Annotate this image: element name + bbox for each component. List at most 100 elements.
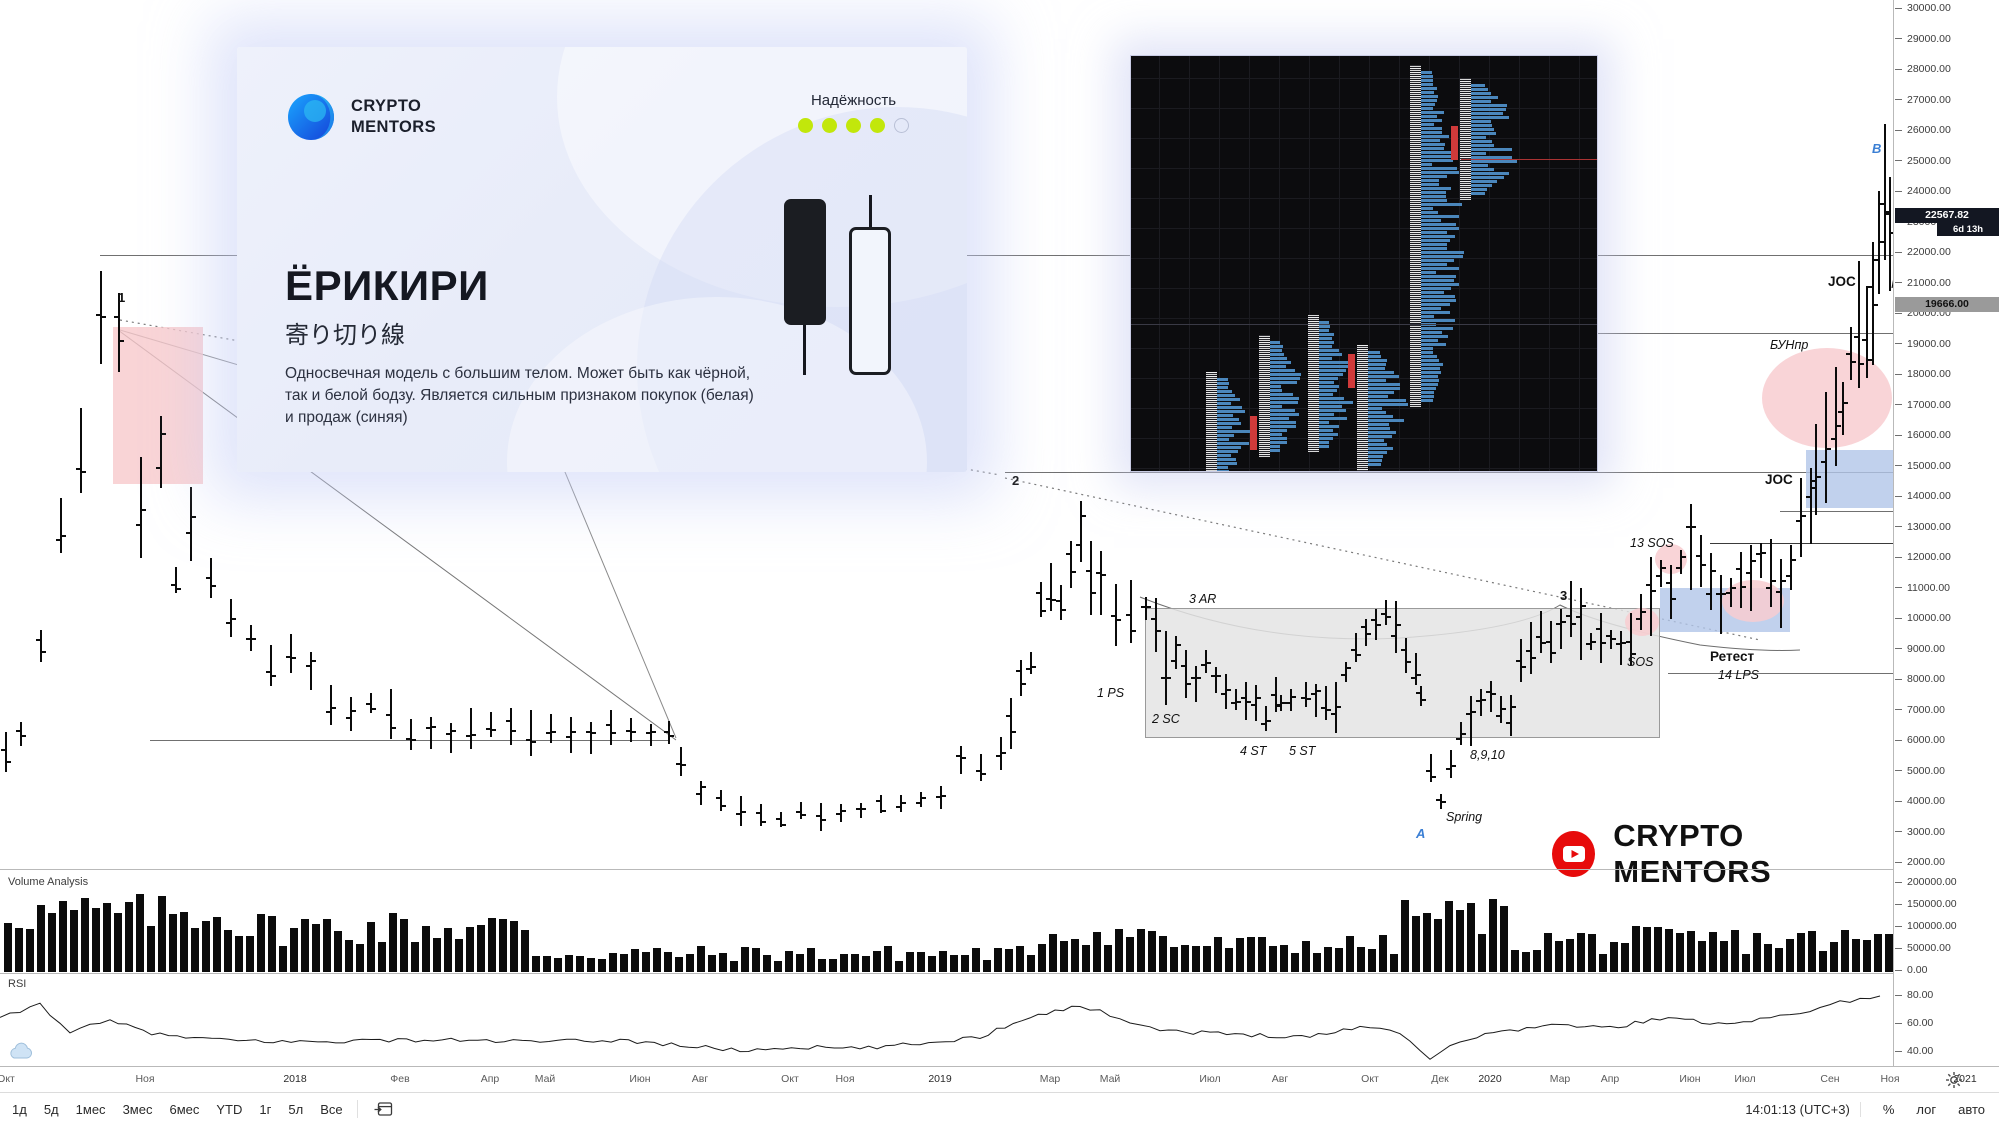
pattern-description: Односвечная модель с большим телом. Може…	[285, 365, 754, 426]
range-button-5д[interactable]: 5д	[43, 1101, 59, 1117]
percent-scale-button[interactable]: %	[1882, 1101, 1895, 1117]
price-chart-panel[interactable]: 1 2 3 1 PS 2 SC 3 AR 4 ST 5 ST 8,9,10 Spring A SOS 1…	[0, 0, 1913, 889]
profile-bar	[1471, 104, 1507, 107]
profile-bar	[1368, 375, 1400, 378]
profile-bar	[1270, 433, 1282, 436]
volume-bar	[994, 947, 1002, 972]
bar-close-tick	[102, 315, 106, 318]
profile-bar	[1421, 279, 1455, 282]
bar-open-tick	[1646, 583, 1650, 586]
profile-bar	[1421, 291, 1445, 294]
bar-open-tick	[1496, 715, 1500, 718]
volume-bar	[1489, 898, 1497, 972]
price-bar	[1060, 585, 1062, 620]
profile-price-column	[1410, 65, 1421, 407]
bar-close-tick	[1197, 676, 1201, 679]
range-button-Все[interactable]: Все	[320, 1101, 343, 1117]
bar-close-tick	[1492, 692, 1496, 695]
bar-open-tick	[876, 800, 880, 803]
profile-bar	[1319, 437, 1334, 440]
profile-bar	[1421, 251, 1465, 254]
toolbar-right-group[interactable]: 14:01:13 (UTC+3) % лог авто	[1745, 1101, 1999, 1117]
volume-bars-layer	[0, 872, 1893, 972]
volume-bar	[257, 913, 265, 972]
volume-bar	[1368, 948, 1376, 972]
cloud-icon[interactable]	[8, 1042, 34, 1062]
price-bar	[1650, 556, 1652, 636]
profile-bar	[1421, 375, 1439, 378]
volume-bar	[884, 946, 892, 972]
price-bar	[650, 723, 652, 746]
range-button-1мес[interactable]: 1мес	[75, 1101, 106, 1117]
range-button-YTD[interactable]: YTD	[216, 1101, 243, 1117]
bottom-toolbar[interactable]: 1д 5д 1мес 3мес 6мес YTD 1г 5л Все 14:01:13 (UTC…	[0, 1092, 1999, 1125]
price-bar	[175, 566, 177, 594]
rsi-panel[interactable]: RSI	[0, 976, 1893, 1066]
volume-bar	[1335, 947, 1343, 972]
profile-bar	[1421, 203, 1463, 206]
profile-bar	[1421, 91, 1434, 94]
volume-bar	[147, 925, 155, 972]
range-button-1д[interactable]: 1д	[12, 1101, 27, 1117]
log-scale-button[interactable]: лог	[1916, 1101, 1937, 1117]
bar-close-tick	[1622, 642, 1626, 645]
bar-open-tick	[1111, 614, 1115, 617]
bar-open-tick	[1096, 571, 1100, 574]
profile-bar	[1421, 75, 1433, 78]
price-bar	[100, 270, 102, 365]
volume-bar	[1324, 946, 1332, 972]
bar-close-tick	[1267, 719, 1271, 722]
price-bar	[530, 709, 532, 757]
bar-close-tick	[1327, 709, 1331, 712]
bar-close-tick	[670, 734, 674, 737]
profile-bar	[1270, 349, 1282, 352]
profile-bar	[1270, 405, 1282, 408]
range-button-3мес[interactable]: 3мес	[122, 1101, 153, 1117]
auto-scale-button[interactable]: авто	[1958, 1101, 1985, 1117]
bar-close-tick	[632, 730, 636, 733]
bar-open-tick	[1854, 336, 1858, 339]
volume-bar	[719, 952, 727, 972]
calendar-icon[interactable]	[356, 1100, 393, 1118]
price-tick: 18000.00	[1894, 368, 1999, 380]
bar-close-tick	[1592, 641, 1596, 644]
price-bar	[1415, 652, 1417, 686]
price-bar	[1155, 598, 1157, 652]
dark-grid-line	[1519, 56, 1520, 471]
volume-bar	[103, 902, 111, 972]
price-axis[interactable]: 30000.00 29000.00 28000.00 27000.00 26000.00…	[1893, 0, 1999, 1066]
price-bar	[1030, 651, 1032, 674]
profile-bar	[1319, 409, 1347, 412]
volume-panel[interactable]: Volume Analysis	[0, 872, 1893, 972]
price-bar	[1790, 544, 1792, 591]
price-bar	[230, 598, 232, 638]
gear-icon[interactable]	[1945, 1071, 1963, 1089]
bar-close-tick	[1642, 611, 1646, 614]
volume-bar	[136, 893, 144, 972]
bar-open-tick	[1696, 554, 1700, 557]
time-axis[interactable]: Окт Ноя 2018 Фев Апр Май Июн Авг Окт Ноя 2019 Мар Ма…	[0, 1066, 1999, 1092]
volume-bar	[1753, 933, 1761, 972]
price-bar	[1305, 682, 1307, 708]
bar-open-tick	[1016, 670, 1020, 673]
reliability-dot-2	[822, 118, 837, 133]
range-button-6мес[interactable]: 6мес	[169, 1101, 200, 1117]
profile-bar	[1471, 100, 1492, 103]
volume-bar	[1555, 941, 1563, 972]
profile-price-column	[1460, 78, 1471, 200]
profile-bar	[1319, 353, 1343, 356]
bar-close-tick	[232, 617, 236, 620]
volume-bar	[279, 946, 287, 972]
volume-bar	[1577, 932, 1585, 972]
profile-bar	[1319, 321, 1329, 324]
range-button-1г[interactable]: 1г	[259, 1101, 272, 1117]
bar-close-tick	[922, 796, 926, 799]
time-range-buttons[interactable]: 1д 5д 1мес 3мес 6мес YTD 1г 5л Все	[0, 1102, 343, 1117]
range-button-5л[interactable]: 5л	[288, 1101, 304, 1117]
bar-close-tick	[1002, 751, 1006, 754]
bar-open-tick	[266, 671, 270, 674]
volume-bar	[1346, 936, 1354, 972]
profile-bar	[1471, 128, 1494, 131]
price-bar	[20, 722, 22, 746]
bar-open-tick	[1821, 460, 1825, 463]
